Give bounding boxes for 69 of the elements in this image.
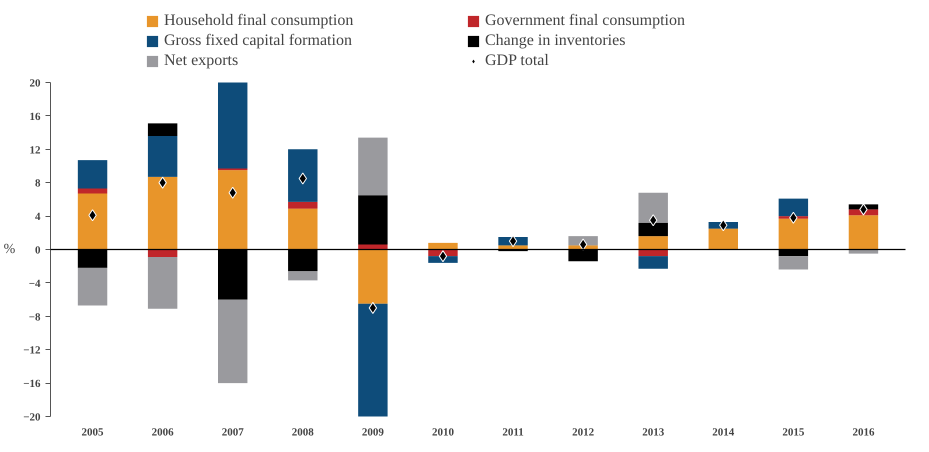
point	[789, 212, 798, 224]
bar	[78, 160, 108, 189]
bar	[358, 250, 388, 304]
legend-label: Change in inventories	[485, 32, 626, 50]
x-tick-label: 2012	[572, 426, 595, 438]
y-tick-label: 0	[35, 244, 41, 256]
bar	[288, 202, 318, 209]
x-tick-label: 2016	[852, 426, 875, 438]
y-tick-label: −16	[23, 378, 41, 390]
y-axis-title: %	[4, 242, 16, 257]
bar	[288, 208, 318, 250]
y-tick-label: −12	[23, 344, 41, 357]
legend-label: Government final consumption	[485, 12, 686, 30]
bar	[778, 198, 808, 216]
bar	[148, 257, 178, 309]
bar	[78, 188, 108, 194]
x-tick-label: 2014	[712, 426, 735, 438]
x-tick-label: 2009	[362, 426, 384, 438]
bar	[78, 268, 108, 306]
y-tick-label: 8	[35, 178, 41, 190]
bar	[848, 215, 878, 250]
y-tick-label: −20	[23, 412, 41, 424]
legend-label: Gross fixed capital formation	[164, 32, 353, 50]
point	[438, 250, 448, 262]
point	[508, 235, 518, 248]
bar	[638, 192, 668, 223]
point	[88, 209, 97, 222]
y-tick-label: 16	[30, 110, 41, 123]
y-tick-label: 4	[35, 211, 41, 224]
legend-label: Net exports	[164, 52, 240, 70]
bar	[148, 123, 178, 136]
bar	[778, 218, 808, 250]
y-tick-label: −8	[28, 311, 41, 324]
legend-label: Household final consumption	[164, 12, 354, 30]
x-tick-label: 2010	[432, 426, 454, 438]
y-tick-label: 20	[30, 78, 41, 90]
bar	[148, 136, 178, 177]
bar	[78, 194, 108, 250]
x-tick-label: 2008	[292, 426, 314, 438]
x-tick-label: 2011	[502, 426, 524, 438]
x-tick-label: 2015	[782, 426, 805, 438]
x-tick-label: 2005	[82, 426, 104, 438]
x-tick-label: 2006	[152, 426, 174, 438]
bar	[288, 149, 318, 202]
bar	[218, 82, 248, 169]
bar	[708, 228, 738, 250]
bar	[148, 176, 178, 250]
bar	[218, 300, 248, 384]
bar	[638, 250, 668, 256]
bar	[638, 236, 668, 250]
point	[859, 203, 868, 216]
bar	[358, 304, 388, 416]
point	[368, 302, 378, 314]
point	[158, 176, 167, 189]
bar	[358, 138, 388, 196]
bar	[148, 250, 178, 258]
bar	[288, 271, 318, 280]
legend-label: GDP total	[485, 52, 550, 70]
y-tick-label: 12	[30, 144, 41, 156]
bar	[428, 242, 458, 250]
bar	[358, 195, 388, 244]
bar	[358, 244, 388, 250]
bar	[638, 256, 668, 269]
y-tick-label: −4	[28, 278, 41, 290]
bar	[218, 170, 248, 250]
bar	[778, 256, 808, 270]
x-tick-label: 2007	[222, 426, 244, 438]
point	[578, 238, 588, 250]
x-tick-label: 2013	[642, 426, 665, 438]
